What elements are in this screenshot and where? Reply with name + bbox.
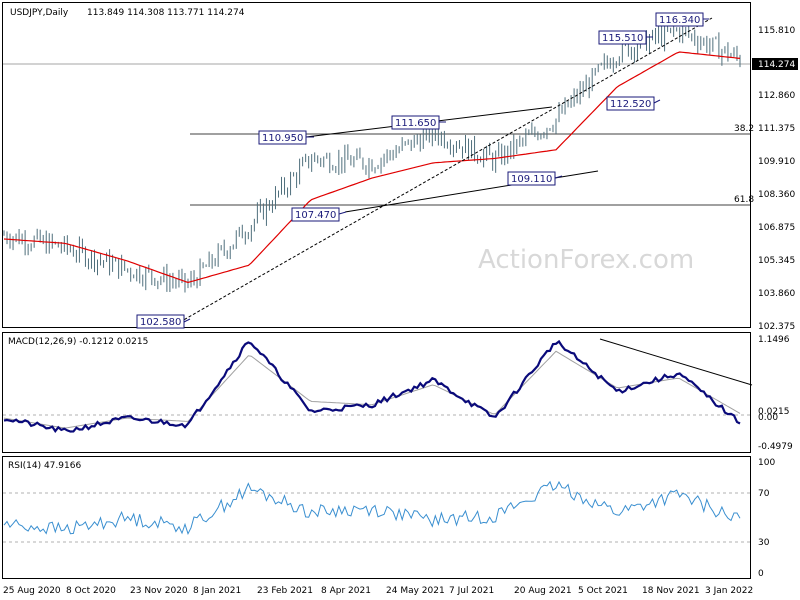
annotation-leader-107470 (338, 211, 347, 215)
x-tick-2: 23 Nov 2020 (130, 586, 188, 596)
price-tick-6: 106.875 (758, 223, 795, 233)
price-tick-2: 112.860 (758, 91, 795, 101)
svg-text:116.340: 116.340 (659, 15, 700, 26)
x-tick-3: 8 Jan 2021 (193, 586, 241, 596)
x-tick-6: 24 May 2021 (386, 586, 445, 596)
svg-text:102.580: 102.580 (140, 317, 181, 328)
x-tick-5: 8 Apr 2021 (321, 586, 371, 596)
macd-tick-zero: 0.00 (758, 413, 778, 423)
x-tick-9: 5 Oct 2021 (578, 586, 628, 596)
rsi-line (3, 480, 741, 536)
macd-trend-line (599, 338, 753, 386)
x-tick-8: 20 Aug 2021 (514, 586, 572, 596)
rising-trend-line-dashed (179, 17, 713, 323)
price-panel (2, 2, 751, 328)
macd-tick-signal: 0.0215 (758, 407, 790, 417)
price-tick-3: 111.375 (758, 124, 795, 134)
annotation-102580: 102.580 (136, 314, 185, 329)
price-tick-4: 109.910 (758, 157, 795, 167)
annotation-109110: 109.110 (507, 171, 556, 186)
x-axis: 25 Aug 2020 8 Oct 2020 23 Nov 2020 8 Jan… (3, 586, 753, 596)
watermark: ActionForex.com (478, 245, 694, 275)
x-tick-7: 7 Jul 2021 (449, 586, 494, 596)
annotation-110950: 110.950 (258, 130, 307, 145)
x-tick-4: 23 Feb 2021 (257, 586, 313, 596)
svg-text:110.950: 110.950 (262, 133, 303, 144)
rsi-header: RSI(14) 47.9166 (8, 461, 81, 471)
price-header-symbol: USDJPY,Daily (10, 8, 69, 18)
rsi-tick-0: 0 (758, 569, 764, 579)
svg-text:107.470: 107.470 (295, 210, 336, 221)
annotation-leader-102580 (183, 318, 191, 323)
rsi-tick-70: 70 (758, 489, 770, 499)
svg-text:111.650: 111.650 (395, 118, 436, 129)
svg-text:115.510: 115.510 (602, 33, 643, 44)
macd-header: MACD(12,26,9) -0.1212 0.0215 (8, 337, 148, 347)
annotation-111650: 111.650 (391, 115, 440, 130)
x-tick-0: 25 Aug 2020 (3, 586, 61, 596)
macd-signal-line (3, 350, 741, 429)
macd-panel (2, 332, 751, 453)
fib-382-label: 38.2 (734, 124, 754, 134)
moving-average-line (3, 51, 741, 284)
rsi-tick-30: 30 (758, 538, 770, 548)
price-tick-0: 115.810 (758, 26, 795, 36)
price-header-ohlc: 113.849 114.308 113.771 114.274 (87, 8, 245, 18)
fib-618-label: 61.8 (734, 195, 754, 205)
annotation-107470: 107.470 (291, 207, 340, 222)
x-tick-10: 18 Nov 2021 (642, 586, 700, 596)
annotation-112520: 112.520 (606, 96, 655, 111)
svg-text:112.520: 112.520 (610, 99, 651, 110)
rsi-tick-100: 100 (758, 458, 775, 468)
annotation-leader-112520 (653, 99, 661, 104)
macd-main-line (3, 339, 741, 433)
price-tick-8: 103.860 (758, 289, 795, 299)
price-tick-7: 105.345 (758, 256, 795, 266)
svg-text:114.274: 114.274 (758, 60, 795, 70)
annotation-116340: 116.340 (655, 12, 704, 27)
current-price-badge: 114.274 (752, 58, 798, 70)
x-tick-11: 3 Jan 2022 (705, 586, 753, 596)
macd-tick-max: 1.1496 (758, 335, 790, 345)
annotation-leader-109110 (554, 175, 563, 179)
price-tick-9: 102.375 (758, 322, 795, 332)
price-tick-5: 108.360 (758, 190, 795, 200)
rsi-panel (2, 456, 751, 579)
svg-text:109.110: 109.110 (511, 174, 552, 185)
macd-tick-min: -0.4979 (758, 442, 793, 452)
x-tick-1: 8 Oct 2020 (66, 586, 116, 596)
annotation-115510: 115.510 (598, 30, 647, 45)
